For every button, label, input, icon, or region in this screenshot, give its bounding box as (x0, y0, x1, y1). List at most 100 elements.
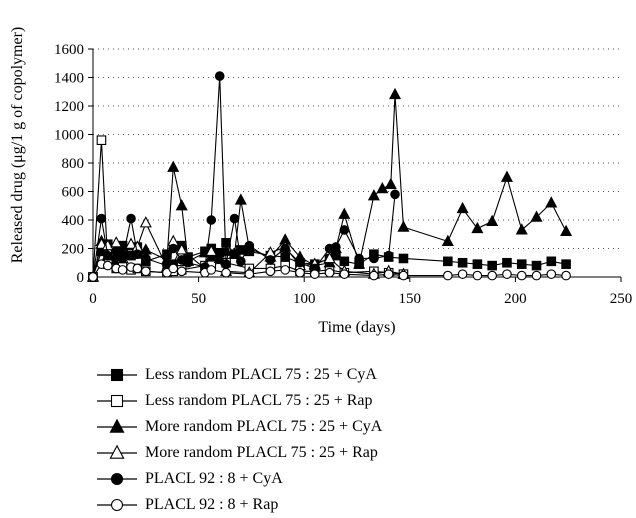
circle-open-marker-icon (97, 498, 137, 512)
data-point (168, 243, 179, 254)
data-point (280, 265, 290, 275)
y-tick-label: 400 (62, 213, 85, 229)
data-point (339, 225, 350, 235)
data-point (221, 259, 231, 269)
square-open-marker-icon (97, 394, 137, 408)
data-point (126, 213, 136, 224)
data-point (502, 269, 512, 279)
plot-area (86, 71, 573, 282)
data-point (88, 272, 98, 282)
legend-label: PLACL 92 : 8 + Rap (145, 496, 279, 513)
data-point (354, 253, 364, 264)
legend-item: Less random PLACL 75 : 25 + Rap (95, 388, 382, 414)
data-point (486, 214, 499, 226)
data-point (443, 256, 453, 267)
tick-labels: 0 200 400 600 800 1000 1200 1400 1600 0 50 100 150 20… (54, 42, 632, 307)
y-tick-label: 0 (77, 270, 85, 286)
data-point (383, 269, 394, 279)
data-point (472, 270, 483, 281)
data-point (206, 215, 217, 225)
data-point (516, 259, 527, 269)
data-point (96, 135, 107, 145)
legend-label: Less random PLACL 75 : 25 + Rap (145, 392, 373, 409)
data-point (369, 270, 379, 281)
data-point (546, 256, 557, 267)
data-point (139, 243, 152, 255)
data-point (383, 250, 394, 261)
data-point (280, 252, 290, 262)
y-tick-label: 600 (62, 185, 85, 201)
legend-item: Less random PLACL 75 : 25 + CyA (95, 362, 382, 388)
data-point (265, 255, 276, 265)
data-point (244, 240, 255, 251)
data-point (338, 207, 351, 219)
data-point (175, 199, 188, 211)
data-point (95, 237, 108, 249)
data-point (176, 266, 187, 277)
legend-item: PLACL 92 : 8 + CyA (95, 466, 382, 492)
y-tick-label: 1200 (54, 99, 84, 115)
y-tick-label: 1400 (54, 71, 84, 87)
data-point (472, 259, 483, 269)
data-point (456, 201, 469, 214)
data-point (265, 266, 276, 277)
data-point (168, 263, 179, 274)
y-axis-title: Released drug (μg/1 g of copolymer) (9, 27, 26, 264)
data-point (102, 250, 113, 261)
data-point (339, 256, 350, 267)
data-point (111, 246, 122, 257)
data-point (132, 263, 143, 274)
data-point (124, 237, 138, 249)
data-point (531, 260, 542, 271)
data-point (141, 266, 151, 277)
data-point (441, 234, 454, 246)
data-point (376, 181, 389, 194)
triangle-open-marker-icon (97, 444, 137, 459)
circle-filled-marker-icon (97, 472, 137, 486)
data-point (545, 196, 558, 208)
data-point (139, 216, 152, 228)
data-point (236, 256, 246, 267)
data-point (367, 189, 380, 201)
data-point (471, 221, 484, 234)
data-point (369, 253, 379, 264)
data-point (443, 270, 453, 281)
data-point (487, 260, 497, 271)
data-point (397, 220, 410, 232)
data-point (531, 270, 542, 281)
data-point (457, 269, 468, 279)
data-point (229, 213, 240, 224)
data-point (175, 243, 188, 255)
data-point (560, 224, 573, 236)
legend-item: PLACL 92 : 8 + Rap (95, 492, 382, 518)
data-point (339, 269, 350, 279)
data-point (183, 257, 193, 268)
data-point (516, 270, 527, 281)
x-axis-title: Time (days) (318, 319, 395, 336)
legend-label: Less random PLACL 75 : 25 + CyA (145, 366, 377, 383)
data-point (502, 257, 512, 268)
chart: 0 200 400 600 800 1000 1200 1400 1600 0 50 100 150 20… (9, 27, 632, 336)
data-point (214, 71, 225, 81)
grid-lines (93, 48, 621, 249)
triangle-filled-marker-icon (97, 418, 137, 433)
data-point (309, 269, 320, 279)
data-point (228, 247, 241, 259)
legend-marker (110, 394, 124, 408)
data-point (117, 253, 128, 264)
legend-item: More random PLACL 75 : 25 + Rap (95, 440, 382, 466)
legend-marker (110, 472, 124, 486)
data-point (388, 87, 402, 100)
square-filled-marker-icon (97, 368, 137, 382)
legend-label: More random PLACL 75 : 25 + CyA (145, 418, 383, 435)
data-point (398, 253, 409, 264)
data-point (331, 242, 341, 252)
data-point (280, 243, 290, 254)
legend-marker (110, 368, 124, 382)
data-point (132, 249, 143, 259)
y-tick-label: 800 (62, 156, 85, 172)
data-point (206, 265, 217, 275)
legend-marker (109, 444, 125, 459)
data-point (205, 244, 218, 256)
data-point (96, 213, 107, 224)
